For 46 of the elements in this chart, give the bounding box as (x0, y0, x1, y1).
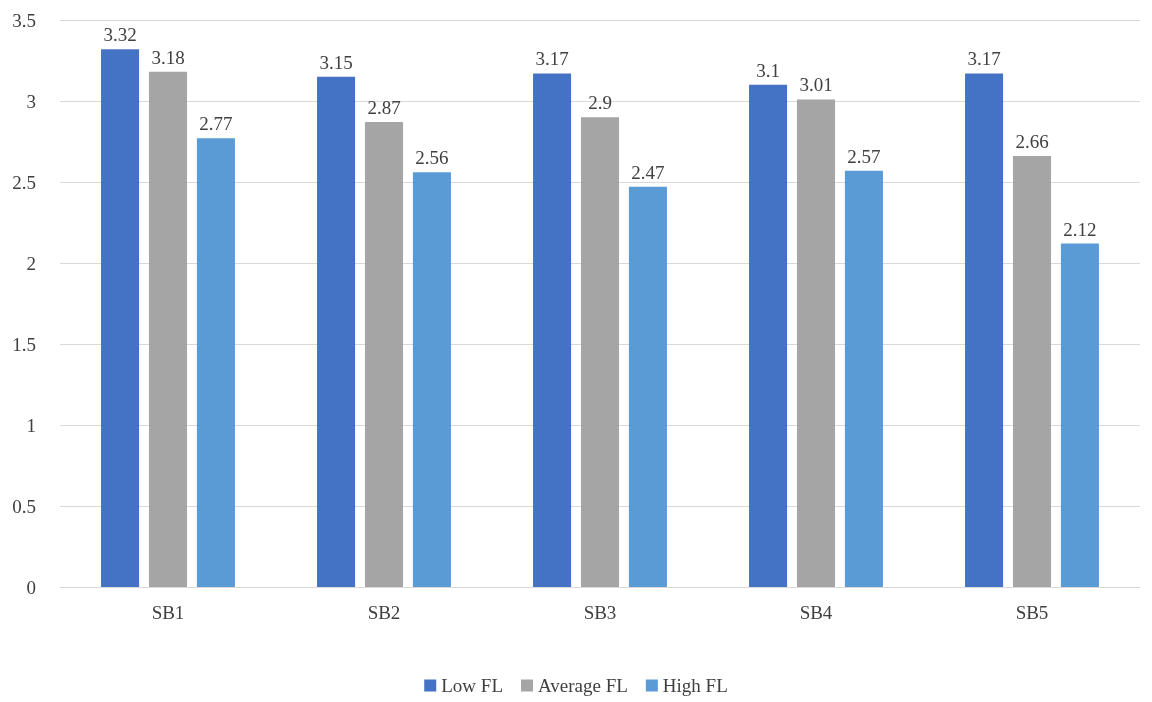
data-label: 3.18 (151, 46, 185, 68)
y-tick-label: 3.5 (12, 9, 36, 31)
bar (580, 117, 620, 587)
data-label: 3.1 (756, 59, 780, 81)
y-tick-label: 0 (26, 576, 36, 598)
bar (148, 71, 188, 587)
bar (1012, 156, 1052, 587)
y-tick-label: 1.5 (12, 333, 36, 355)
data-label: 3.17 (967, 48, 1001, 70)
bar (364, 122, 404, 587)
data-label: 2.47 (631, 161, 665, 183)
data-label: 2.87 (367, 97, 401, 119)
bar (412, 172, 451, 587)
data-label: 3.17 (535, 48, 569, 70)
data-label: 3.01 (799, 74, 833, 96)
data-label: 3.32 (103, 24, 137, 46)
data-label: 2.56 (415, 147, 449, 169)
y-tick-label: 1 (26, 414, 36, 436)
x-tick-label: SB1 (151, 602, 185, 623)
bar (196, 138, 235, 587)
data-label: 2.57 (847, 145, 881, 167)
x-tick-label: SB4 (799, 602, 833, 623)
data-label: 2.66 (1015, 131, 1049, 153)
data-label: 2.77 (199, 113, 233, 135)
bar (533, 73, 572, 587)
y-tick-label: 2 (26, 252, 36, 274)
bar (796, 99, 836, 587)
y-tick-label: 2.5 (12, 171, 36, 193)
legend-label: High FL (662, 675, 728, 696)
x-tick-label: SB3 (583, 602, 617, 623)
legend-label: Average FL (537, 675, 628, 696)
x-tick-label: SB2 (367, 602, 401, 623)
legend-label: Low FL (441, 675, 503, 696)
data-label: 2.9 (588, 92, 612, 114)
y-tick-label: 3 (26, 90, 36, 112)
x-tick-label: SB5 (1015, 602, 1049, 623)
bar (317, 76, 356, 587)
bar (1060, 243, 1099, 587)
data-label: 3.15 (319, 51, 353, 73)
bar (844, 170, 883, 587)
bar (628, 186, 667, 587)
bar (749, 84, 788, 587)
bar (101, 49, 140, 587)
y-tick-label: 0.5 (12, 495, 36, 517)
bar (965, 73, 1004, 587)
data-label: 2.12 (1063, 218, 1097, 240)
